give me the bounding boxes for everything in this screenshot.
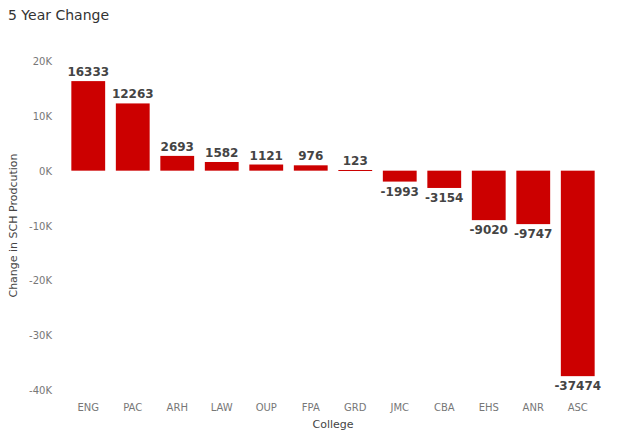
data-label: 1582	[205, 146, 238, 160]
data-label: 123	[343, 154, 368, 168]
data-label: -9747	[514, 227, 552, 241]
data-label: 1121	[250, 149, 283, 163]
x-axis-label: College	[312, 418, 353, 431]
y-tick-label: 10K	[33, 111, 53, 122]
y-tick-label: -20K	[29, 275, 52, 286]
x-tick-label: EHS	[479, 402, 499, 413]
tick-mark	[62, 115, 64, 116]
y-tick-label: 0K	[39, 166, 52, 177]
data-label: -1993	[381, 185, 419, 199]
bar	[427, 171, 461, 188]
data-label: -9020	[470, 223, 508, 237]
y-axis-label: Change in SCH Prodcution	[7, 153, 20, 297]
chart-container: 5 Year Change -40K -30K -20K -10K 0K 10K 20K Cha…	[0, 0, 624, 446]
data-label: 12263	[112, 87, 154, 101]
x-tick-label: ANR	[523, 402, 544, 413]
data-label: 2693	[161, 140, 194, 154]
y-tick-label: -10K	[29, 221, 52, 232]
tick-mark	[62, 61, 64, 62]
x-tick-label: ARH	[167, 402, 188, 413]
bar	[516, 171, 550, 224]
y-tick-label: -40K	[29, 385, 52, 396]
tick-mark	[62, 225, 64, 226]
x-tick-label: LAW	[211, 402, 233, 413]
tick-mark	[62, 280, 64, 281]
bar	[294, 165, 328, 170]
x-tick-label: PAC	[123, 402, 142, 413]
data-label: 16333	[67, 65, 109, 79]
x-tick-label: FPA	[302, 402, 320, 413]
bars	[71, 81, 594, 376]
bar	[71, 81, 105, 171]
tick-mark	[62, 390, 64, 391]
y-tick-label: -30K	[29, 330, 52, 341]
tick-mark	[62, 335, 64, 336]
bar	[561, 171, 595, 376]
chart-svg: 5 Year Change -40K -30K -20K -10K 0K 10K 20K Cha…	[0, 0, 624, 446]
data-label: -3154	[425, 191, 463, 205]
data-label: 976	[298, 149, 323, 163]
bar	[338, 170, 372, 171]
tick-mark	[62, 170, 64, 171]
x-tick-label: JMC	[389, 402, 409, 413]
bar	[249, 165, 283, 171]
bar	[160, 156, 194, 171]
x-tick-label: ASC	[568, 402, 588, 413]
y-tick-label: 20K	[33, 56, 53, 67]
bar	[116, 103, 150, 170]
x-tick-label: OUP	[256, 402, 277, 413]
data-label: -37474	[554, 379, 601, 393]
title: 5 Year Change	[8, 7, 109, 23]
x-tick-label: ENG	[77, 402, 99, 413]
x-tick-label: CBA	[434, 402, 455, 413]
bar	[383, 171, 417, 182]
bar	[472, 171, 506, 220]
x-tick-label: GRD	[344, 402, 367, 413]
bar	[205, 162, 239, 171]
